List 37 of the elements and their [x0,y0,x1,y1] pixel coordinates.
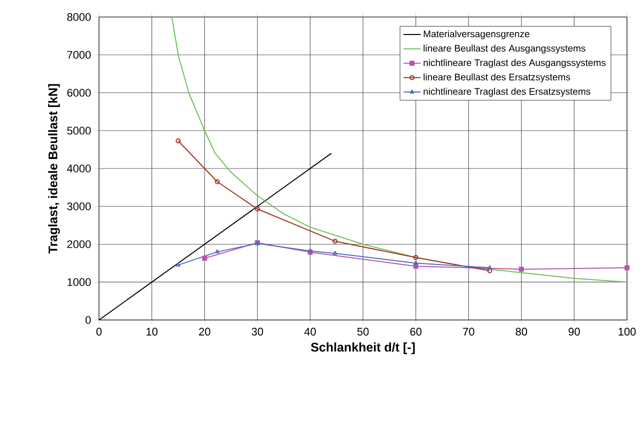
y-axis-title: Traglast, ideale Beullast [kN] [48,84,60,254]
x-tick-label: 60 [410,328,422,336]
point [214,179,220,184]
x-tick-label: 90 [568,328,580,336]
x-tick-label: 0 [96,328,102,336]
y-tick-label: 5000 [67,126,91,135]
y-tick-label: 8000 [67,13,91,21]
x-axis-title: Schlankheit d/t [-] [310,342,415,354]
y-tick-label: 4000 [66,164,91,172]
point [215,249,220,254]
legend-label: nichtlineare Traglast des Ersatzsystems [424,88,590,97]
legend-label: lineare Beullast des Ersatzsystems [424,73,570,82]
point [413,254,418,260]
point [518,266,524,272]
x-tick-label: 70 [463,328,474,336]
point [332,238,338,244]
point [254,206,260,212]
point [414,260,418,265]
y-tick-label: 0 [86,316,91,324]
y-tick-label: 1000 [68,278,91,286]
x-tick-label: 80 [516,328,528,336]
y-tick-label: 7000 [67,50,91,59]
x-tick-label: 50 [357,328,369,336]
legend-label: Materialversagensgrenze [424,30,530,40]
x-tick-label: 100 [618,328,636,336]
point [332,250,338,255]
x-tick-label: 10 [146,328,158,336]
x-tick-label: 40 [304,328,316,336]
legend-label: lineare Beullast des Ausgangssystems [424,44,586,54]
point [624,265,630,270]
y-tick-label: 6000 [67,88,91,97]
legend-label: nichtlineare Traglast des Ausgangssystems [424,59,606,68]
x-tick-label: 20 [199,328,210,336]
y-tick-label: 3000 [67,202,91,210]
point [202,256,208,261]
y-tick-label: 2000 [67,240,91,248]
x-tick-label: 30 [252,328,264,336]
